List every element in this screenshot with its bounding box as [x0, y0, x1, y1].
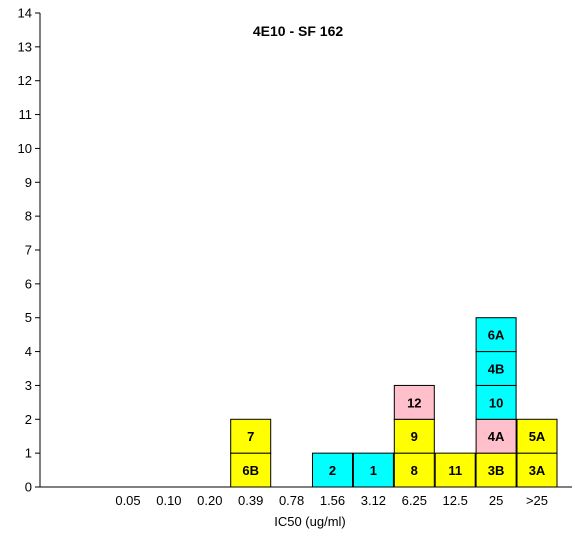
bar-segment [352, 452, 394, 488]
bar-segment [516, 452, 558, 488]
bar-segment-label: 3B [488, 463, 505, 478]
bar-segment-label: 4B [488, 362, 505, 377]
y-tick-label: 4 [25, 344, 32, 359]
bar-segment-label: 3A [529, 463, 546, 478]
x-tick-label: 25 [489, 493, 503, 508]
bar-segment [516, 418, 558, 454]
x-tick-label: 0.78 [279, 493, 304, 508]
bar-segment-label: 4A [488, 429, 505, 444]
y-tick-label: 0 [25, 480, 32, 495]
bar-segment-label: 2 [329, 463, 336, 478]
y-tick-label: 7 [25, 243, 32, 258]
bar-segment-label: 12 [407, 395, 421, 410]
bar-segment [230, 452, 272, 488]
y-tick-label: 3 [25, 378, 32, 393]
bar-segment-label: 5A [529, 429, 546, 444]
y-tick-label: 8 [25, 209, 32, 224]
y-tick-label: 12 [18, 73, 32, 88]
bar-segment-label: 10 [489, 395, 503, 410]
bar-segment [312, 452, 353, 488]
y-tick-label: 6 [25, 276, 32, 291]
bar-segment [434, 452, 476, 488]
y-tick-label: 2 [25, 412, 32, 427]
bar-segment [393, 418, 435, 454]
y-tick-label: 5 [25, 310, 32, 325]
x-tick-label: 12.5 [443, 493, 468, 508]
bar-segment [475, 418, 517, 454]
y-tick-label: 11 [19, 107, 33, 122]
x-tick-label: 0.20 [197, 493, 222, 508]
x-tick-label: 6.25 [402, 493, 427, 508]
y-tick-label: 14 [18, 6, 32, 21]
bar-segment-label: 6A [488, 328, 505, 343]
x-tick-label: 3.12 [361, 493, 386, 508]
bar-segment [475, 317, 517, 353]
bar-segment [230, 418, 272, 454]
bar-segment [393, 452, 435, 488]
bar-segment [393, 384, 435, 420]
bar-segment-label: 6B [242, 463, 259, 478]
y-tick-label: 9 [25, 175, 32, 190]
y-tick-label: 1 [25, 446, 32, 461]
x-tick-label: >25 [526, 493, 548, 508]
bar-segment-label: 11 [448, 463, 462, 478]
x-tick-label: 0.39 [238, 493, 263, 508]
bar-segment-label: 1 [370, 463, 377, 478]
bar-segment-label: 9 [411, 429, 418, 444]
bar-segment-label: 8 [411, 463, 418, 478]
x-tick-label: 1.56 [320, 493, 345, 508]
y-tick-label: 13 [18, 39, 32, 54]
x-tick-label: 0.05 [115, 493, 140, 508]
x-tick-label: 0.10 [156, 493, 181, 508]
bar-segment [475, 452, 517, 488]
bar-segment-label: 7 [247, 429, 254, 444]
x-axis-label: IC50 (ug/ml) [274, 514, 346, 529]
y-tick-label: 10 [18, 141, 32, 156]
chart-title: 4E10 - SF 162 [253, 23, 343, 39]
